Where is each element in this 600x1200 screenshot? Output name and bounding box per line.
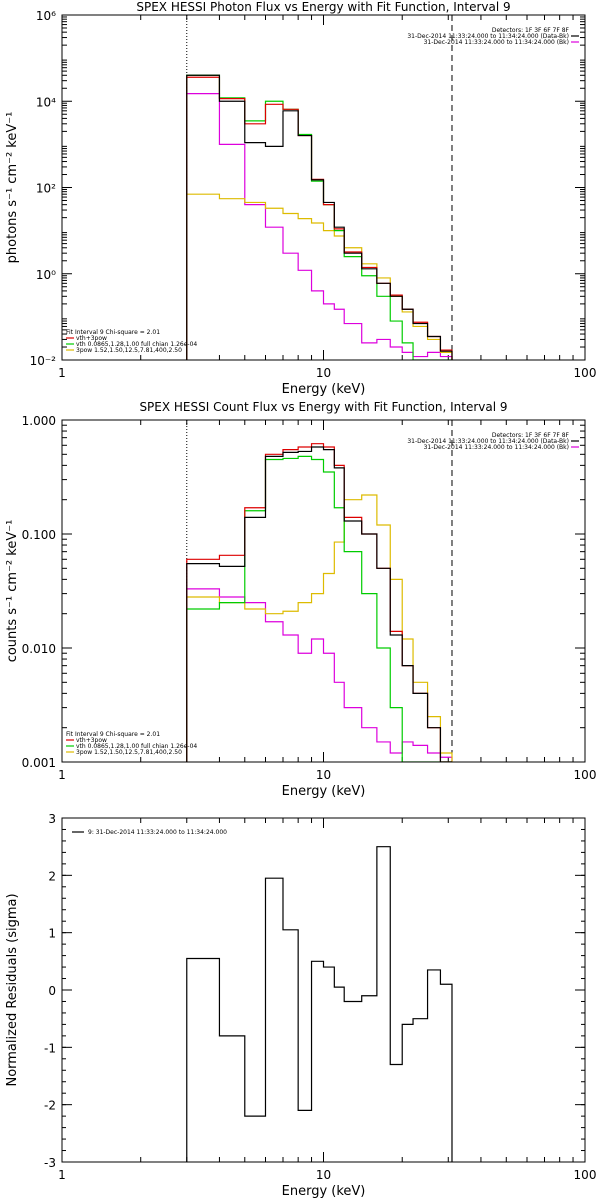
series-line-3pow-1-52-1-50-12-5-7-81-400-2-50 xyxy=(186,193,453,360)
legend-label: 9: 31-Dec-2014 11:33:24.000 to 11:34:24.… xyxy=(88,829,227,836)
legend-label: 31-Dec-2014 11:33:24.000 to 11:34:24.000… xyxy=(424,39,569,46)
series-line-bk xyxy=(186,93,453,360)
chart-title: SPEX HESSI Photon Flux vs Energy with Fi… xyxy=(136,0,510,14)
legend-label: vth 0.0865,1.28,1.00 full chian 1.26e-04 xyxy=(76,743,197,750)
y-tick-label: 3 xyxy=(48,812,56,826)
y-tick-label: 10⁻² xyxy=(30,354,57,368)
x-tick-label: 1 xyxy=(58,1168,66,1182)
series-line-vth-3pow xyxy=(186,76,453,360)
y-tick-label: -3 xyxy=(44,1156,56,1170)
chart-panel-2: SPEX HESSI Count Flux vs Energy with Fit… xyxy=(5,400,596,799)
plot-frame xyxy=(61,817,586,1163)
x-tick-label: 10 xyxy=(316,768,331,782)
x-tick-label: 10 xyxy=(316,366,331,380)
chart-panel-1: SPEX HESSI Photon Flux vs Energy with Fi… xyxy=(5,0,596,397)
legend-label: 31-Dec-2014 11:33:24.000 to 11:34:24.000… xyxy=(407,33,569,40)
series-line-vth-0-0865-1-28-1-00-full-chian-1-26e-04 xyxy=(186,455,452,762)
plot-area xyxy=(186,443,453,762)
y-tick-label: 1 xyxy=(48,927,56,941)
series-line-data xyxy=(186,74,453,360)
plot-frame xyxy=(61,14,586,361)
series-line-9-31-dec-2014-11-33-24-000-to-11-34-24-000 xyxy=(186,846,453,1162)
legend-label: vth+3pow xyxy=(76,737,107,744)
series-line-3pow-1-52-1-50-12-5-7-81-400-2-50 xyxy=(186,494,453,762)
legend-label: vth+3pow xyxy=(76,335,107,342)
y-tick-label: 10⁰ xyxy=(36,268,56,282)
legend-label: 31-Dec-2014 11:33:24.000 to 11:34:24.000… xyxy=(407,438,569,445)
legend-label: Detectors: 1F 3F 6F 7F 8F xyxy=(492,432,570,439)
y-tick-label: 10⁶ xyxy=(36,9,56,23)
y-tick-label: 0.010 xyxy=(22,642,56,656)
y-tick-label: 0 xyxy=(48,984,56,998)
series-line-data xyxy=(186,446,452,762)
x-axis-label: Energy (keV) xyxy=(282,784,366,799)
legend-fit-info: Fit Interval 9 Chi-square = 2.01 xyxy=(66,731,160,738)
y-tick-label: 0.001 xyxy=(22,756,56,770)
legend-label: Detectors: 1F 3F 6F 7F 8F xyxy=(492,27,570,34)
x-axis-label: Energy (keV) xyxy=(282,1184,366,1199)
plot-area xyxy=(186,846,453,1162)
series-line-vth-0-0865-1-28-1-00-full-chian-1-26e-04 xyxy=(186,74,452,360)
x-tick-label: 100 xyxy=(574,1168,597,1182)
y-axis-label: counts s⁻¹ cm⁻² keV⁻¹ xyxy=(5,520,20,663)
y-axis-label: photons s⁻¹ cm⁻² keV⁻¹ xyxy=(5,112,20,264)
plot-area xyxy=(186,74,453,360)
y-tick-label: -1 xyxy=(44,1041,56,1055)
x-tick-label: 100 xyxy=(574,366,597,380)
legend-label: 3pow 1.52,1.50,12.5,7.81,400,2.50 xyxy=(76,749,182,756)
x-axis-label: Energy (keV) xyxy=(282,382,366,397)
x-tick-label: 100 xyxy=(574,768,597,782)
legend-label: 31-Dec-2014 11:33:24.000 to 11:34:24.000… xyxy=(424,444,569,451)
x-tick-label: 1 xyxy=(58,768,66,782)
chart-panel-3: 1 10 100 -3 -2 -1 0 1 2 3 Energy (keV) Normalized R… xyxy=(5,812,596,1199)
legend-fit-info: Fit Interval 9 Chi-square = 2.01 xyxy=(66,329,160,336)
y-tick-label: 1.000 xyxy=(22,414,56,428)
y-tick-label: 0.100 xyxy=(22,528,56,542)
legend-label: 3pow 1.52,1.50,12.5,7.81,400,2.50 xyxy=(76,347,182,354)
chart-title: SPEX HESSI Count Flux vs Energy with Fit… xyxy=(139,400,507,414)
x-tick-label: 10 xyxy=(316,1168,331,1182)
y-axis-label: Normalized Residuals (sigma) xyxy=(5,893,20,1086)
series-line-bk xyxy=(186,588,453,762)
y-tick-label: 10² xyxy=(36,182,56,196)
plot-frame xyxy=(61,419,586,763)
legend-label: vth 0.0865,1.28,1.00 full chian 1.26e-04 xyxy=(76,341,197,348)
y-tick-label: 10⁴ xyxy=(36,95,56,109)
x-tick-label: 1 xyxy=(58,366,66,380)
y-tick-label: 2 xyxy=(48,869,56,883)
y-tick-label: -2 xyxy=(44,1099,56,1113)
